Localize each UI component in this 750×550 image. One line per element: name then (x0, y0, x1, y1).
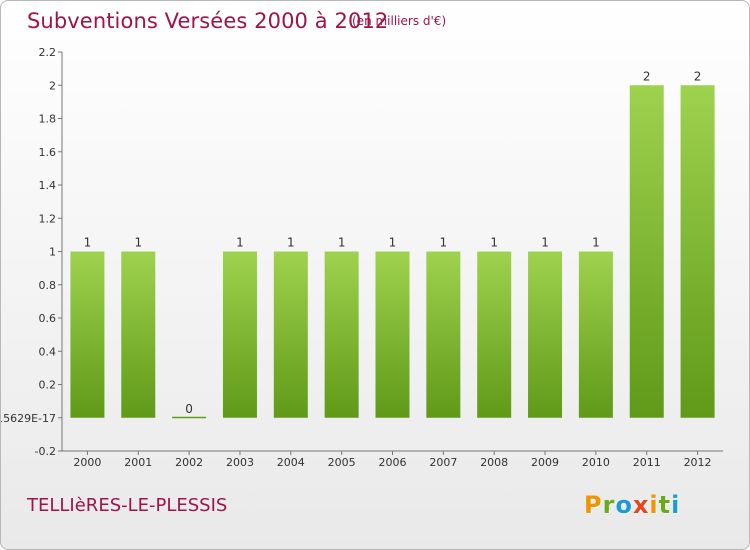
data-label-2000: 1 (84, 236, 92, 250)
data-label-2001: 1 (134, 236, 142, 250)
bar-2012 (680, 85, 715, 418)
x-tick-label: 2009 (531, 456, 559, 469)
logo-letter: P (584, 491, 603, 519)
y-tick-label: 2.2 (39, 46, 57, 59)
x-tick-label: 2012 (684, 456, 712, 469)
bar-2003 (222, 251, 257, 418)
y-tick-label: 0.8 (39, 279, 57, 292)
x-tick-label: 2005 (328, 456, 356, 469)
y-tick-label: 2 (49, 79, 56, 92)
data-label-2006: 1 (389, 236, 397, 250)
y-tick-label: 0.4 (39, 345, 57, 358)
proxiti-logo: Proxiti (584, 491, 680, 519)
data-label-2005: 1 (338, 236, 346, 250)
bar-2007 (426, 251, 461, 418)
data-label-2002: 0 (185, 402, 193, 416)
bar-2009 (528, 251, 563, 418)
x-axis-ticks: 2000 2001 2002 2003 2004 2005 2006 2007 2008 2009… (73, 451, 712, 469)
bar-2002 (172, 416, 207, 419)
x-tick-label: 2007 (429, 456, 457, 469)
x-tick-label: 2004 (277, 456, 305, 469)
y-tick-label: 1.2 (39, 212, 57, 225)
logo-letter: i (649, 491, 659, 519)
y-tick-label: -1.15629E-17 (1, 412, 56, 425)
bar-2001 (121, 251, 156, 418)
chart-title: Subventions Versées 2000 à 2012 (27, 9, 389, 33)
data-label-2004: 1 (287, 236, 295, 250)
logo-letter: t (658, 491, 672, 519)
x-tick-label: 2000 (73, 456, 101, 469)
bar-2008 (477, 251, 512, 418)
bars-group (70, 85, 715, 419)
data-label-2010: 1 (592, 236, 600, 250)
x-tick-label: 2001 (124, 456, 152, 469)
logo-letter: r (602, 491, 616, 519)
bar-2006 (375, 251, 410, 418)
chart-unit-label: (en milliers d'€) (352, 14, 447, 28)
y-tick-label: 0.2 (39, 379, 57, 392)
data-label-2012: 2 (694, 69, 702, 83)
bar-2010 (578, 251, 613, 418)
data-label-2008: 1 (490, 236, 498, 250)
place-name: TELLIèRES-LE-PLESSIS (27, 495, 228, 516)
bar-2005 (324, 251, 359, 418)
data-label-2011: 2 (643, 69, 651, 83)
x-tick-label: 2003 (226, 456, 254, 469)
data-label-2009: 1 (541, 236, 549, 250)
logo-letter: i (671, 491, 681, 519)
bar-2004 (273, 251, 308, 418)
y-axis-ticks: -0.2 -1.15629E-17 0.2 0.4 0.6 0.8 1 1.2 1.4 1.6 1.… (1, 46, 62, 458)
x-tick-label: 2002 (175, 456, 203, 469)
bar-2000 (70, 251, 105, 418)
y-tick-label: 1.6 (39, 146, 57, 159)
y-tick-label: 0.6 (39, 312, 57, 325)
data-labels-group: 1 1 0 1 1 1 1 1 1 1 1 2 2 (84, 69, 702, 416)
y-tick-label: 1 (49, 246, 56, 259)
x-tick-label: 2011 (633, 456, 661, 469)
y-tick-label: -0.2 (35, 445, 56, 458)
logo-letter: x (632, 491, 650, 519)
x-tick-label: 2008 (480, 456, 508, 469)
y-tick-label: 1.8 (39, 113, 57, 126)
data-label-2003: 1 (236, 236, 244, 250)
data-label-2007: 1 (440, 236, 448, 250)
x-tick-label: 2010 (582, 456, 610, 469)
logo-letter: o (615, 491, 633, 519)
x-tick-label: 2006 (379, 456, 407, 469)
y-tick-label: 1.4 (39, 179, 57, 192)
bar-2011 (629, 85, 664, 418)
